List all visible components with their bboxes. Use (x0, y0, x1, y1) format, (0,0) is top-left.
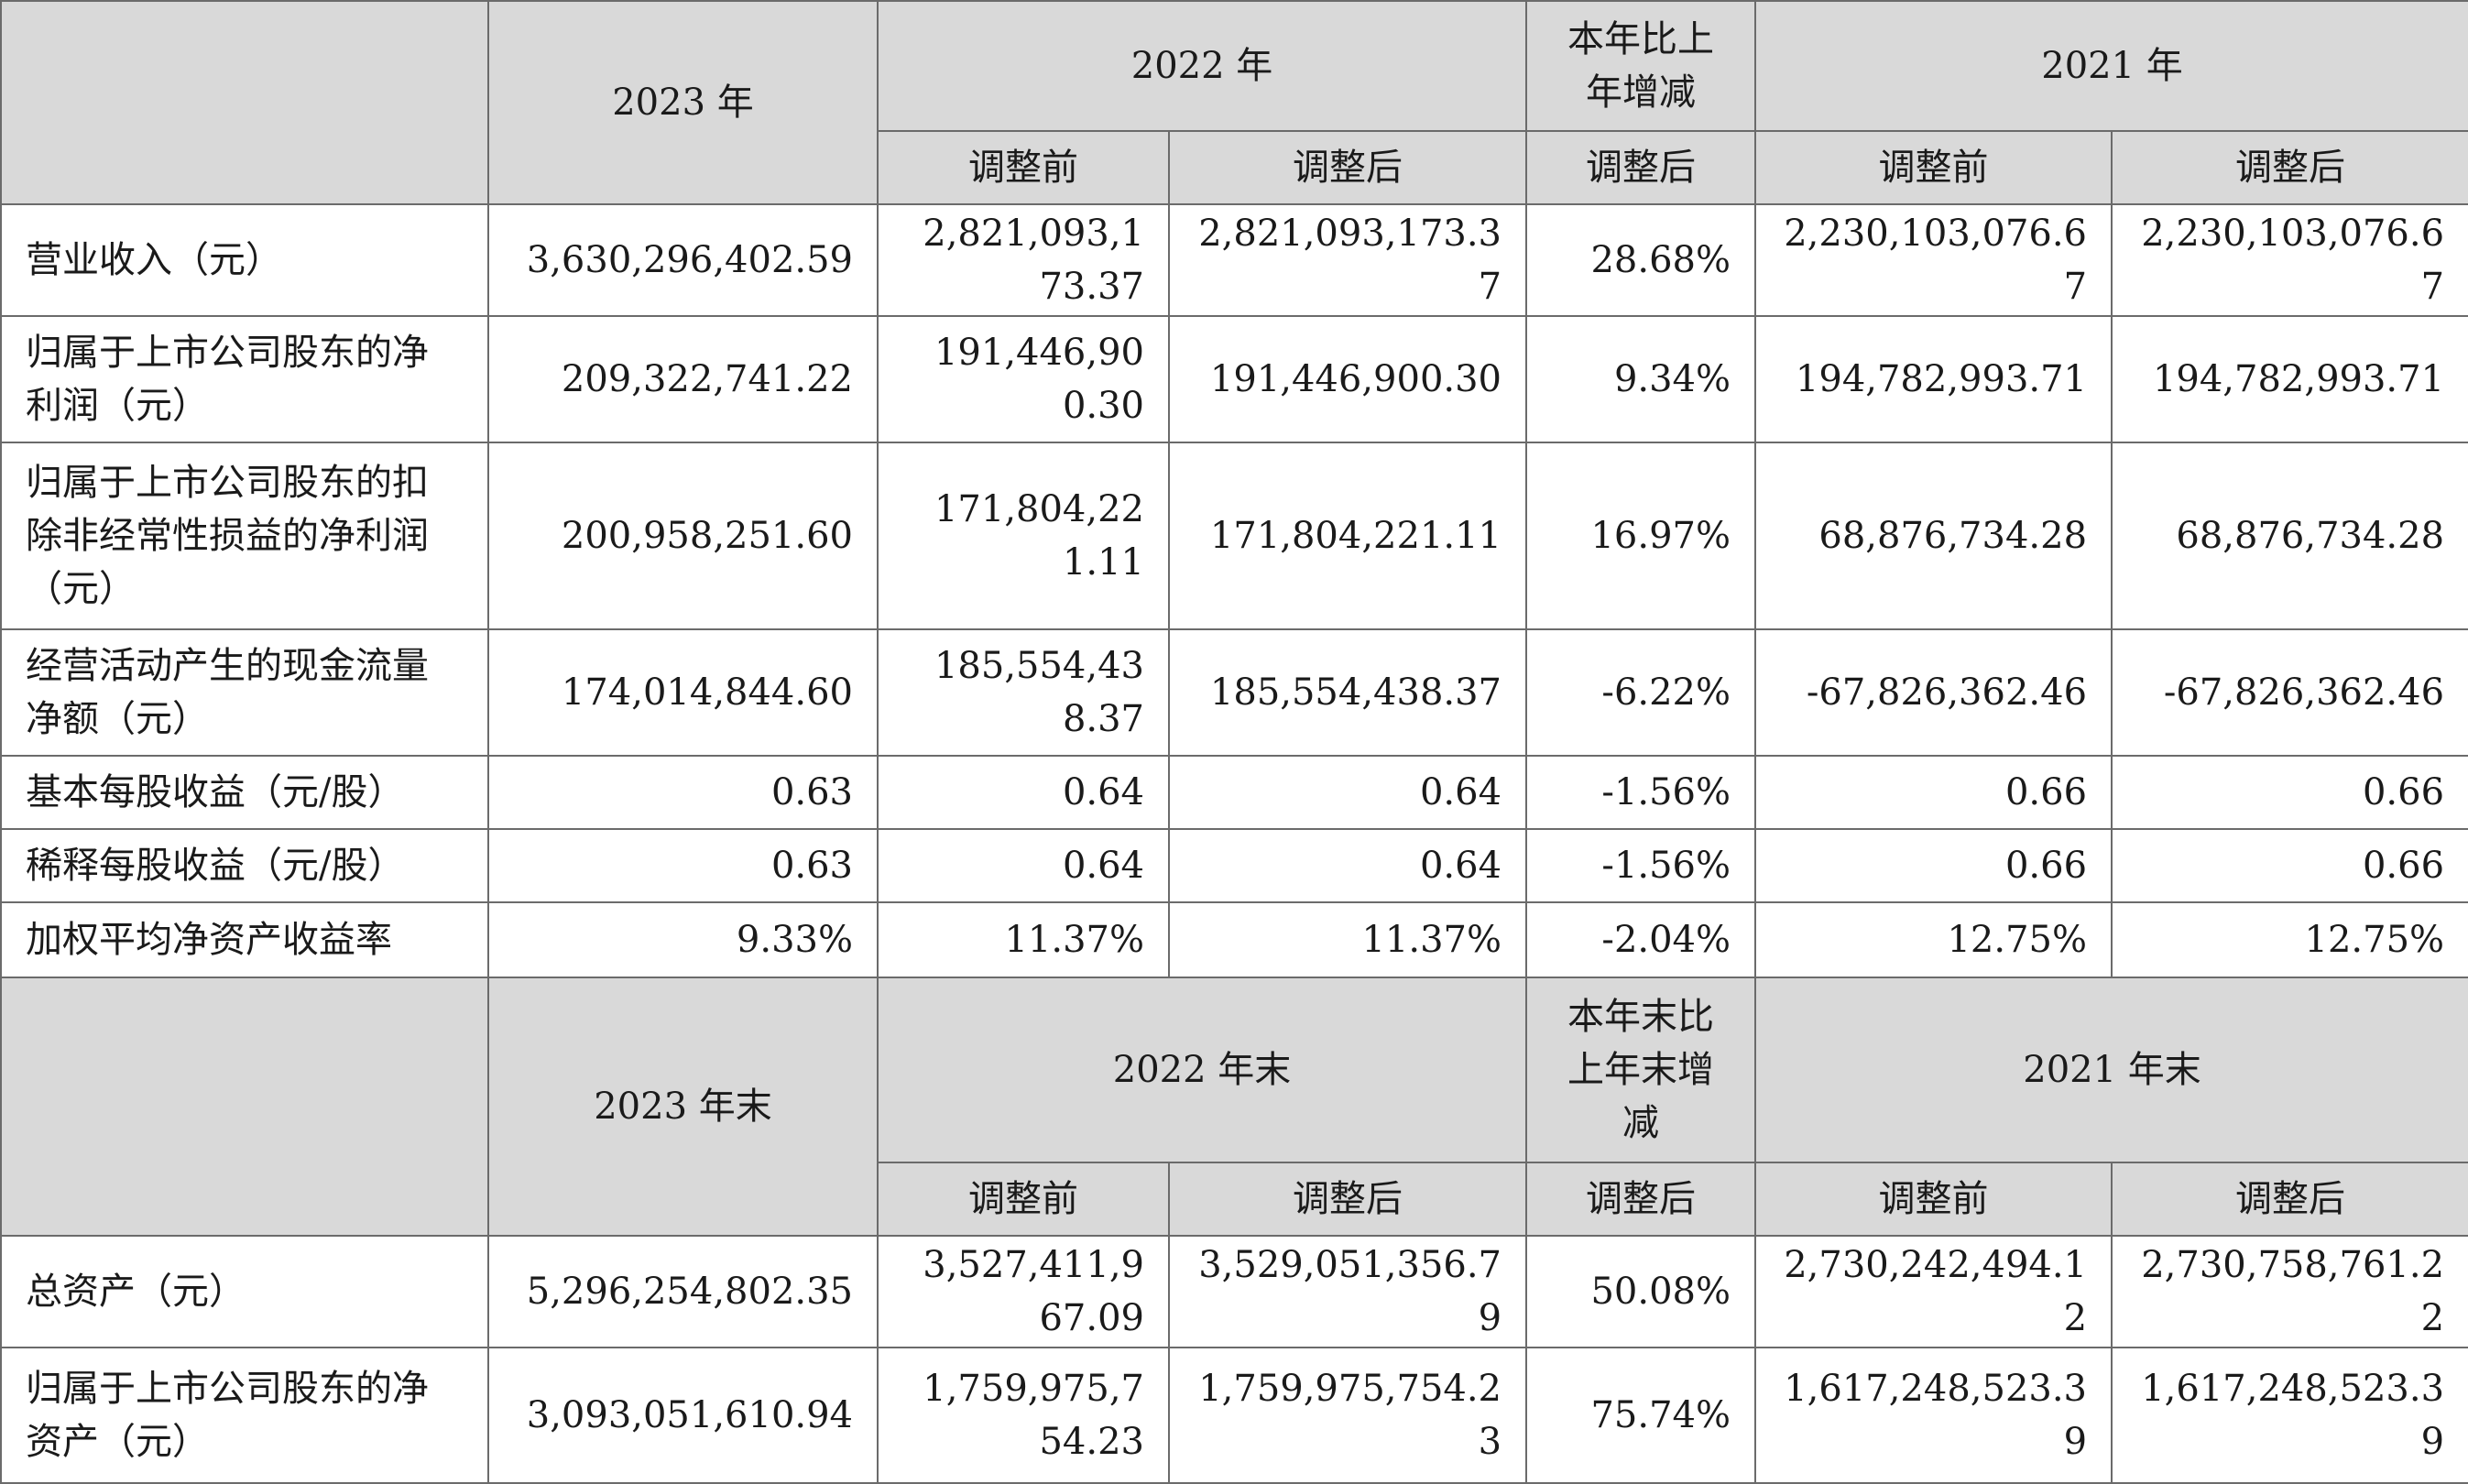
value-2021-end-after: 2,730,758,761.22 (2111, 1235, 2468, 1348)
subheader-2022-before: 调整前 (877, 130, 1170, 205)
value-2021-before: 194,782,993.71 (1754, 315, 2113, 443)
table-row: 总资产（元） 5,296,254,802.35 3,527,411,967.09… (0, 1235, 2468, 1348)
row-label: 归属于上市公司股东的扣除非经常性损益的净利润（元） (0, 442, 489, 630)
value-2022-end-after: 3,529,051,356.79 (1167, 1235, 1528, 1348)
value-2023: 3,630,296,402.59 (487, 203, 879, 317)
value-2022-before: 11.37% (877, 901, 1170, 978)
value-2021-end-before: 2,730,242,494.12 (1754, 1235, 2113, 1348)
subheader-2021-after: 调整后 (2111, 130, 2468, 205)
value-2021-after: 0.66 (2111, 828, 2468, 903)
col-2023-header: 2023 年 (487, 0, 879, 205)
value-2021-after: 68,876,734.28 (2111, 442, 2468, 630)
value-2021-before: 12.75% (1754, 901, 2113, 978)
row-label: 稀释每股收益（元/股） (0, 828, 489, 903)
section1-header-row: 2023 年 2022 年 本年比上年增减 2021 年 (0, 0, 2468, 205)
value-2022-before: 0.64 (877, 755, 1170, 830)
value-2023: 209,322,741.22 (487, 315, 879, 443)
row-label: 加权平均净资产收益率 (0, 901, 489, 978)
section2-header-row: 2023 年末 2022 年末 本年末比上年末增减 2021 年末 (0, 977, 2468, 1237)
subheader-2021-before: 调整前 (1754, 130, 2113, 205)
value-change: -1.56% (1525, 828, 1757, 903)
table-row: 归属于上市公司股东的扣除非经常性损益的净利润（元） 200,958,251.60… (0, 442, 2468, 630)
value-2023: 0.63 (487, 828, 879, 903)
table-row: 加权平均净资产收益率 9.33% 11.37% 11.37% -2.04% 12… (0, 901, 2468, 978)
value-change: -1.56% (1525, 755, 1757, 830)
table-row: 归属于上市公司股东的净资产（元） 3,093,051,610.94 1,759,… (0, 1347, 2468, 1484)
subheader-2022-after: 调整后 (1167, 130, 1528, 205)
table-row: 归属于上市公司股东的净利润（元） 209,322,741.22 191,446,… (0, 315, 2468, 443)
value-2021-before: -67,826,362.46 (1754, 628, 2113, 757)
value-2022-end-after: 1,759,975,754.23 (1167, 1347, 1528, 1484)
value-2023: 0.63 (487, 755, 879, 830)
value-2022-before: 171,804,221.11 (877, 442, 1170, 630)
corner-blank-cell (0, 0, 489, 205)
col-2022-header: 2022 年 (876, 0, 1528, 132)
value-2021-before: 68,876,734.28 (1754, 442, 2113, 630)
table-row: 基本每股收益（元/股） 0.63 0.64 0.64 -1.56% 0.66 0… (0, 755, 2468, 830)
section1-subheader-row: 调整前 调整后 调整后 调整前 调整后 (1, 130, 2468, 205)
value-2021-before: 0.66 (1754, 828, 2113, 903)
value-2022-after: 2,821,093,173.37 (1167, 203, 1528, 317)
subheader-change-after: 调整后 (1525, 1162, 1757, 1237)
row-label: 营业收入（元） (0, 203, 489, 317)
value-2021-before: 2,230,103,076.67 (1754, 203, 2113, 317)
section2-subheader-row: 调整前 调整后 调整后 调整前 调整后 (1, 1162, 2468, 1237)
value-2021-before: 0.66 (1754, 755, 2113, 830)
value-2022-before: 2,821,093,173.37 (877, 203, 1170, 317)
value-change: 9.34% (1525, 315, 1757, 443)
table-row: 营业收入（元） 3,630,296,402.59 2,821,093,173.3… (0, 203, 2468, 317)
col-2023-end-header: 2023 年末 (487, 977, 879, 1237)
col-change-end-header: 本年末比上年末增减 (1525, 977, 1757, 1163)
value-2022-after: 0.64 (1167, 828, 1528, 903)
value-2021-end-after: 1,617,248,523.39 (2111, 1347, 2468, 1484)
value-2023-end: 3,093,051,610.94 (487, 1347, 879, 1484)
value-2022-after: 171,804,221.11 (1167, 442, 1528, 630)
value-2022-after: 191,446,900.30 (1167, 315, 1528, 443)
value-2022-before: 0.64 (877, 828, 1170, 903)
value-change: 50.08% (1525, 1235, 1757, 1348)
col-2022-end-header: 2022 年末 (876, 977, 1528, 1163)
value-change: 75.74% (1525, 1347, 1757, 1484)
value-2021-after: 0.66 (2111, 755, 2468, 830)
table-row: 经营活动产生的现金流量净额（元） 174,014,844.60 185,554,… (0, 628, 2468, 757)
value-2021-after: 2,230,103,076.67 (2111, 203, 2468, 317)
corner-blank-cell (0, 977, 489, 1237)
value-2021-end-before: 1,617,248,523.39 (1754, 1347, 2113, 1484)
value-change: -6.22% (1525, 628, 1757, 757)
subheader-2021-before: 调整前 (1754, 1162, 2113, 1237)
row-label: 归属于上市公司股东的净利润（元） (0, 315, 489, 443)
value-2023-end: 5,296,254,802.35 (487, 1235, 879, 1348)
value-2022-end-before: 3,527,411,967.09 (877, 1235, 1170, 1348)
table-row: 稀释每股收益（元/股） 0.63 0.64 0.64 -1.56% 0.66 0… (0, 828, 2468, 903)
value-2023: 174,014,844.60 (487, 628, 879, 757)
value-2023: 200,958,251.60 (487, 442, 879, 630)
value-2021-after: 194,782,993.71 (2111, 315, 2468, 443)
value-2022-end-before: 1,759,975,754.23 (877, 1347, 1170, 1484)
value-change: 28.68% (1525, 203, 1757, 317)
value-2023: 9.33% (487, 901, 879, 978)
subheader-change-after: 调整后 (1525, 130, 1757, 205)
value-2022-after: 185,554,438.37 (1167, 628, 1528, 757)
row-label: 总资产（元） (0, 1235, 489, 1348)
col-2021-end-header: 2021 年末 (1754, 977, 2468, 1163)
value-2021-after: 12.75% (2111, 901, 2468, 978)
col-change-header: 本年比上年增减 (1525, 0, 1757, 132)
subheader-2022-after: 调整后 (1167, 1162, 1528, 1237)
row-label: 归属于上市公司股东的净资产（元） (0, 1347, 489, 1484)
value-2021-after: -67,826,362.46 (2111, 628, 2468, 757)
row-label: 经营活动产生的现金流量净额（元） (0, 628, 489, 757)
subheader-2021-after: 调整后 (2111, 1162, 2468, 1237)
value-2022-after: 11.37% (1167, 901, 1528, 978)
value-change: -2.04% (1525, 901, 1757, 978)
value-change: 16.97% (1525, 442, 1757, 630)
subheader-2022-before: 调整前 (877, 1162, 1170, 1237)
value-2022-before: 191,446,900.30 (877, 315, 1170, 443)
value-2022-before: 185,554,438.37 (877, 628, 1170, 757)
col-2021-header: 2021 年 (1754, 0, 2468, 132)
value-2022-after: 0.64 (1167, 755, 1528, 830)
row-label: 基本每股收益（元/股） (0, 755, 489, 830)
